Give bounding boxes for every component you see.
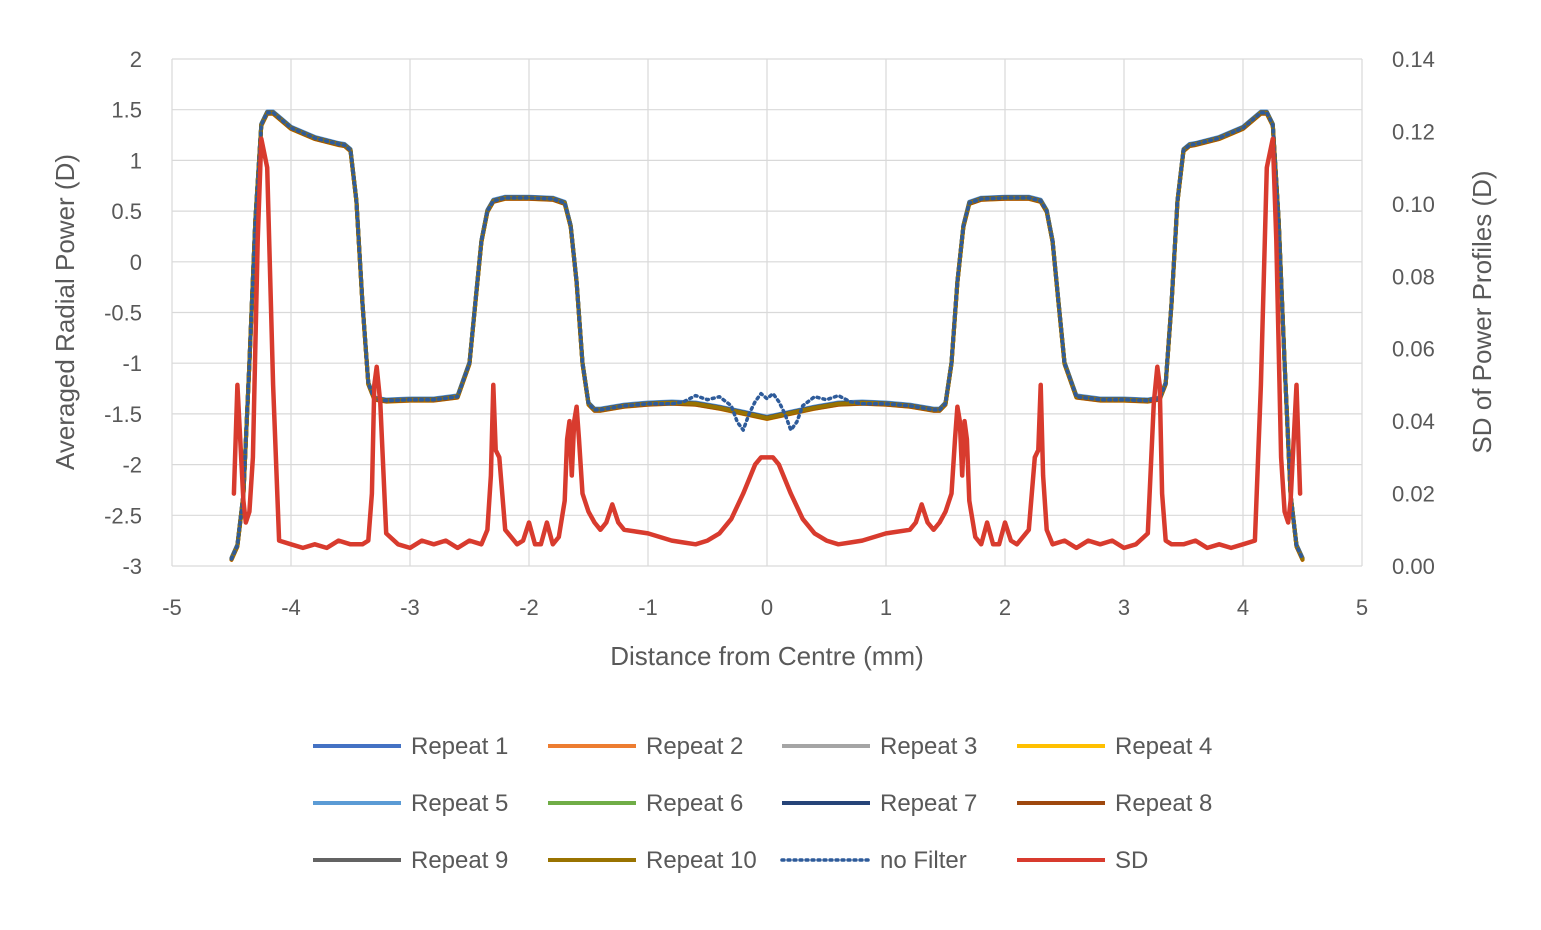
legend-label-0: Repeat 1	[411, 733, 508, 760]
legend-label-11: SD	[1115, 847, 1148, 874]
legend-label-5: Repeat 6	[646, 790, 743, 817]
legend-label-7: Repeat 8	[1115, 790, 1212, 817]
y2-tick-label: 0.00	[1392, 554, 1435, 579]
y2-axis-ticks: 0.00 0.02 0.04 0.06 0.08 0.10 0.12 0.14	[1392, 47, 1435, 579]
gridlines	[171, 58, 1363, 567]
series-line-11	[231, 136, 1303, 551]
legend-label-9: Repeat 10	[646, 847, 757, 874]
x-tick-label: -4	[281, 595, 301, 620]
y2-tick-label: 0.14	[1392, 47, 1435, 72]
x-tick-label: 3	[1118, 595, 1130, 620]
x-tick-label: 1	[880, 595, 892, 620]
y2-axis-title: SD of Power Profiles (D)	[1467, 170, 1497, 453]
legend-label-3: Repeat 4	[1115, 733, 1212, 760]
y2-tick-label: 0.12	[1392, 119, 1435, 144]
y-tick-label: 1.5	[111, 98, 142, 123]
legend: Repeat 1 Repeat 2 Repeat 3 Repeat 4 Repeat 5…	[313, 733, 1212, 874]
y-tick-label: 0	[130, 250, 142, 275]
x-tick-label: 0	[761, 595, 773, 620]
legend-label-10: no Filter	[880, 847, 967, 874]
legend-label-2: Repeat 3	[880, 733, 977, 760]
legend-label-4: Repeat 5	[411, 790, 508, 817]
y2-tick-label: 0.06	[1392, 337, 1435, 362]
y-tick-label: 2	[130, 47, 142, 72]
x-tick-label: -3	[400, 595, 420, 620]
y-tick-label: 0.5	[111, 199, 142, 224]
y2-tick-label: 0.04	[1392, 409, 1435, 434]
legend-label-6: Repeat 7	[880, 790, 977, 817]
plot-lines	[229, 109, 1305, 562]
x-tick-label: 2	[999, 595, 1011, 620]
y-tick-label: -1.5	[104, 402, 142, 427]
y-tick-label: -2	[122, 453, 142, 478]
x-axis-ticks: -5 -4 -3 -2 -1 0 1 2 3 4 5	[162, 595, 1368, 620]
y2-tick-label: 0.10	[1392, 192, 1435, 217]
x-tick-label: -1	[638, 595, 658, 620]
x-tick-label: 4	[1237, 595, 1249, 620]
legend-label-1: Repeat 2	[646, 733, 743, 760]
y-tick-label: -3	[122, 554, 142, 579]
x-tick-label: -5	[162, 595, 182, 620]
legend-label-8: Repeat 9	[411, 847, 508, 874]
y-tick-label: -1	[122, 351, 142, 376]
x-tick-label: 5	[1356, 595, 1368, 620]
y-axis-title: Averaged Radial Power (D)	[50, 154, 80, 470]
x-axis-title: Distance from Centre (mm)	[610, 641, 924, 671]
y-axis-ticks: -3 -2.5 -2 -1.5 -1 -0.5 0 0.5 1 1.5 2	[104, 47, 142, 579]
y2-tick-label: 0.08	[1392, 264, 1435, 289]
y-tick-label: -2.5	[104, 503, 142, 528]
y2-tick-label: 0.02	[1392, 482, 1435, 507]
y-tick-label: -0.5	[104, 301, 142, 326]
x-tick-label: -2	[519, 595, 539, 620]
y-tick-label: 1	[130, 148, 142, 173]
